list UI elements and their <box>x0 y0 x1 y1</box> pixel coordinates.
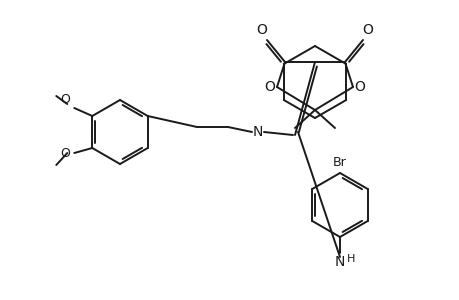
Text: N: N <box>334 255 344 269</box>
Text: O: O <box>362 23 373 37</box>
Text: O: O <box>354 80 364 94</box>
Text: O: O <box>60 146 70 160</box>
Text: Br: Br <box>332 156 346 169</box>
Text: H: H <box>346 254 355 264</box>
Text: N: N <box>252 125 263 139</box>
Text: O: O <box>60 93 70 106</box>
Text: O: O <box>264 80 275 94</box>
Text: O: O <box>256 23 267 37</box>
